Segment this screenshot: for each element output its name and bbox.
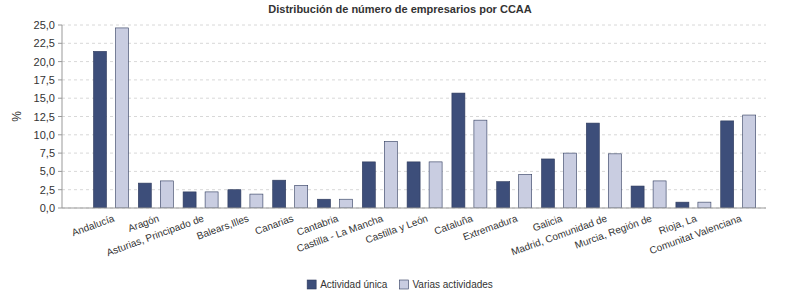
bar bbox=[273, 180, 286, 208]
bar bbox=[116, 28, 129, 208]
bar bbox=[94, 51, 107, 208]
bar bbox=[138, 183, 151, 208]
tick-label: 5,0 bbox=[40, 165, 55, 177]
tick-mark bbox=[58, 25, 62, 26]
legend-label: Varias actividades bbox=[412, 279, 492, 290]
category-label: Extremadura bbox=[461, 212, 519, 242]
tick-label: 7,5 bbox=[40, 147, 55, 159]
tick-label: 25,0 bbox=[34, 19, 55, 31]
bar bbox=[407, 162, 420, 208]
bar bbox=[586, 123, 599, 208]
y-axis-label: % bbox=[10, 111, 24, 122]
x-axis bbox=[62, 208, 766, 209]
tick-mark bbox=[58, 61, 62, 62]
bar bbox=[743, 115, 756, 208]
legend-swatch bbox=[307, 280, 316, 289]
category-label: Castilla y León bbox=[364, 213, 429, 246]
bar bbox=[205, 192, 218, 208]
tick-mark bbox=[58, 189, 62, 190]
bar bbox=[183, 192, 196, 208]
tick-label: 2,5 bbox=[40, 184, 55, 196]
category-label: Comunitat Valenciana bbox=[648, 212, 743, 256]
bar bbox=[318, 199, 331, 208]
bar bbox=[452, 93, 465, 208]
bar bbox=[564, 153, 577, 208]
legend-swatch bbox=[399, 280, 408, 289]
tick-label: 22,5 bbox=[34, 37, 55, 49]
tick-mark bbox=[58, 153, 62, 154]
bar bbox=[653, 181, 666, 208]
bar bbox=[429, 162, 442, 208]
bar bbox=[676, 202, 689, 208]
tick-mark bbox=[58, 134, 62, 135]
bar bbox=[698, 202, 711, 208]
tick-label: 17,5 bbox=[34, 74, 55, 86]
bar bbox=[250, 194, 263, 208]
grid-line bbox=[62, 25, 766, 26]
tick-label: 10,0 bbox=[34, 129, 55, 141]
category-label: Andalucía bbox=[70, 212, 116, 238]
legend-label: Actividad única bbox=[320, 279, 388, 290]
tick-mark bbox=[58, 79, 62, 80]
tick-mark bbox=[58, 116, 62, 117]
tick-mark bbox=[58, 43, 62, 44]
bar bbox=[608, 154, 621, 208]
grid-line bbox=[62, 79, 766, 80]
tick-label: 15,0 bbox=[34, 92, 55, 104]
grid-line bbox=[62, 61, 766, 62]
category-label: Canarias bbox=[254, 213, 295, 237]
y-axis bbox=[62, 25, 63, 208]
grid-line bbox=[62, 153, 766, 154]
legend: Actividad única Varias actividades bbox=[307, 279, 493, 290]
grid-line bbox=[62, 134, 766, 135]
tick-label: 20,0 bbox=[34, 56, 55, 68]
title: Distribución de número de empresarios po… bbox=[268, 3, 531, 15]
bar bbox=[160, 181, 173, 208]
bars bbox=[94, 28, 756, 208]
bar bbox=[228, 190, 241, 208]
grid-line bbox=[62, 116, 766, 117]
chart: Distribución de número de empresarios po… bbox=[0, 0, 800, 300]
grid-line bbox=[62, 208, 766, 209]
category-label: Balears,Illes bbox=[195, 213, 250, 242]
category-label: Asturias, Principado de bbox=[105, 212, 206, 258]
bar bbox=[721, 121, 734, 208]
tick-mark bbox=[58, 208, 62, 209]
grid-line bbox=[62, 98, 766, 99]
tick-mark bbox=[58, 98, 62, 99]
bar bbox=[384, 141, 397, 208]
tick-label: 12,5 bbox=[34, 111, 55, 123]
bar bbox=[497, 182, 510, 208]
grid-line bbox=[62, 43, 766, 44]
bar bbox=[519, 174, 532, 208]
bar bbox=[362, 162, 375, 208]
bar bbox=[631, 186, 644, 208]
bar bbox=[340, 199, 353, 208]
bar bbox=[474, 120, 487, 208]
bar bbox=[542, 159, 555, 208]
bar bbox=[295, 185, 308, 208]
tick-label: 0,0 bbox=[40, 202, 55, 214]
tick-mark bbox=[58, 171, 62, 172]
category-label: Murcia, Región de bbox=[573, 212, 653, 250]
